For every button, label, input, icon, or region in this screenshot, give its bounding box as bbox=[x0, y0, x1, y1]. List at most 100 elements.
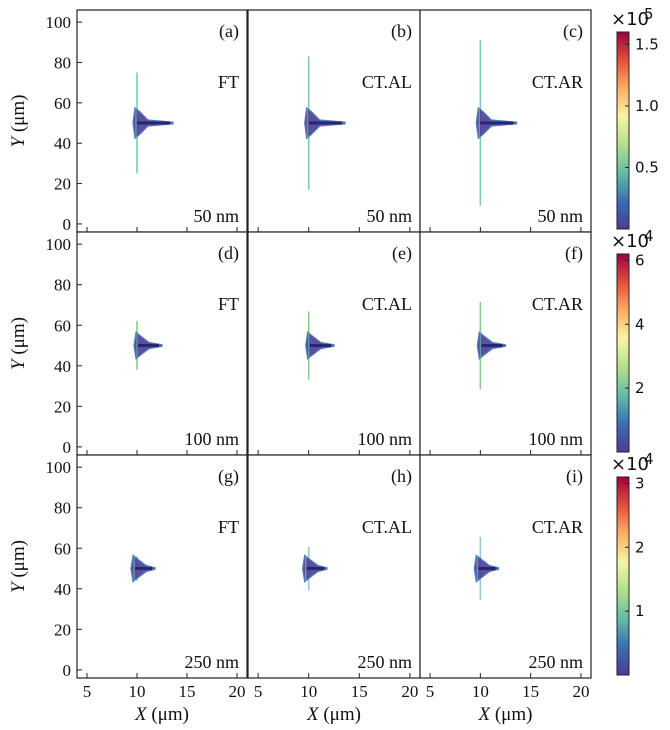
panel-frame bbox=[76, 454, 248, 679]
x-tick-label: 10 bbox=[472, 682, 489, 701]
size-label: 250 nm bbox=[528, 652, 583, 672]
y-axis-var: Y bbox=[8, 357, 29, 370]
x-tick-label: 5 bbox=[83, 682, 92, 701]
y-tick-label: 80 bbox=[54, 53, 71, 72]
panel-id-label: (b) bbox=[391, 21, 412, 42]
x-axis-title: X (μm) bbox=[306, 704, 361, 725]
y-axis-title: Y (μm) bbox=[8, 317, 29, 370]
x-axis-unit: (μm) bbox=[490, 704, 532, 725]
y-tick-label: 40 bbox=[54, 134, 71, 153]
panel-id-label: (h) bbox=[391, 466, 412, 487]
method-label: CT.AL bbox=[362, 72, 412, 92]
method-label: CT.AR bbox=[532, 294, 583, 314]
y-tick-label: 80 bbox=[54, 499, 71, 518]
panel-frame bbox=[247, 454, 421, 679]
colorbar-tick-label: 6 bbox=[635, 251, 645, 269]
panel-e: (e) CT.AL 100 nm bbox=[247, 231, 421, 456]
panel-id-label: (i) bbox=[566, 466, 583, 487]
y-tick-label: 0 bbox=[63, 215, 72, 234]
size-label: 250 nm bbox=[184, 652, 239, 672]
panel-frame bbox=[419, 231, 592, 456]
x-tick-label: 15 bbox=[179, 682, 196, 701]
x-tick-label: 15 bbox=[351, 682, 368, 701]
y-tick-label: 0 bbox=[63, 438, 72, 457]
panel-id-label: (c) bbox=[563, 21, 583, 42]
colorbar-3: ×104 1 2 3 bbox=[611, 450, 654, 676]
x-axis-title: X (μm) bbox=[478, 704, 533, 725]
colorbar-tick-label: 2 bbox=[635, 379, 645, 397]
x-axis-title: X (μm) bbox=[134, 704, 189, 725]
panel-g: 0 20 40 60 80 100 5 10 15 20 (g) FT 250 nm bbox=[46, 454, 248, 701]
y-axis-title: Y (μm) bbox=[8, 95, 29, 148]
y-axis-var: Y bbox=[8, 134, 29, 147]
colorbar-tick-label: 1 bbox=[635, 602, 645, 620]
panel-c: (c) CT.AR 50 nm bbox=[419, 9, 592, 233]
y-axis-unit: (μm) bbox=[8, 95, 29, 137]
y-tick-label: 60 bbox=[54, 94, 71, 113]
panel-f: (f) CT.AR 100 nm bbox=[419, 231, 592, 456]
y-tick-label: 20 bbox=[54, 175, 71, 194]
y-tick-label: 80 bbox=[54, 276, 71, 295]
panel-frame bbox=[247, 231, 421, 456]
x-axis-var: X bbox=[134, 704, 148, 725]
y-tick-label: 20 bbox=[54, 397, 71, 416]
colorbar-gradient bbox=[616, 253, 630, 453]
colorbar-1: ×105 0.5 1.0 1.5 bbox=[611, 5, 659, 230]
panel-id-label: (g) bbox=[218, 466, 239, 487]
panel-id-label: (f) bbox=[565, 243, 583, 264]
method-label: FT bbox=[218, 294, 239, 314]
colorbar-tick-label: 0.5 bbox=[635, 158, 659, 176]
y-axis-title: Y (μm) bbox=[8, 540, 29, 593]
panel-id-label: (d) bbox=[218, 243, 239, 264]
panel-a: 0 20 40 60 80 100 (a) FT 50 nm bbox=[46, 9, 248, 234]
panel-i: 5 10 15 20 (i) CT.AR 250 nm bbox=[419, 454, 592, 701]
method-label: CT.AL bbox=[362, 517, 412, 537]
panel-id-label: (a) bbox=[219, 21, 239, 42]
method-label: FT bbox=[218, 72, 239, 92]
colorbar-tick-label: 3 bbox=[635, 474, 645, 492]
panel-h: 5 10 15 20 (h) CT.AL 250 nm bbox=[247, 454, 421, 701]
y-tick-label: 100 bbox=[46, 13, 72, 32]
x-tick-label: 10 bbox=[129, 682, 146, 701]
panel-d: 0 20 40 60 80 100 (d) FT 100 nm bbox=[46, 231, 248, 457]
size-label: 50 nm bbox=[537, 206, 583, 226]
colorbar-multiplier: ×10 bbox=[611, 231, 649, 252]
method-label: CT.AR bbox=[532, 72, 583, 92]
size-label: 50 nm bbox=[193, 206, 239, 226]
colorbar-tick-label: 2 bbox=[635, 538, 645, 556]
size-label: 100 nm bbox=[357, 429, 412, 449]
colorbar-exponent: 4 bbox=[644, 450, 654, 468]
x-tick-label: 5 bbox=[254, 682, 263, 701]
y-tick-label: 100 bbox=[46, 235, 72, 254]
x-axis-var: X bbox=[306, 704, 320, 725]
y-axis-unit: (μm) bbox=[8, 317, 29, 359]
axis-labels-layer: Y (μm)Y (μm)Y (μm)X (μm) X (μm) X (μm) bbox=[8, 95, 532, 725]
size-label: 100 nm bbox=[184, 429, 239, 449]
size-label: 250 nm bbox=[357, 652, 412, 672]
y-axis-var: Y bbox=[8, 580, 29, 593]
method-label: FT bbox=[218, 517, 239, 537]
y-tick-label: 40 bbox=[54, 580, 71, 599]
colorbar-gradient bbox=[616, 31, 630, 230]
colorbar-tick-label: 4 bbox=[635, 315, 645, 333]
panel-b: (b) CT.AL 50 nm bbox=[247, 9, 421, 233]
size-label: 100 nm bbox=[528, 429, 583, 449]
colorbar-tick-label: 1.5 bbox=[635, 35, 659, 53]
panel-frame bbox=[76, 231, 248, 456]
y-tick-label: 100 bbox=[46, 458, 72, 477]
colorbar-tick-label: 1.0 bbox=[635, 97, 659, 115]
colorbar-exponent: 5 bbox=[644, 5, 654, 23]
panel-id-label: (e) bbox=[392, 243, 412, 264]
colorbar-multiplier: ×10 bbox=[611, 9, 649, 30]
x-tick-label: 15 bbox=[522, 682, 539, 701]
x-tick-label: 10 bbox=[300, 682, 317, 701]
colorbar-exponent: 4 bbox=[644, 227, 654, 245]
x-tick-label: 5 bbox=[426, 682, 435, 701]
x-axis-var: X bbox=[478, 704, 492, 725]
x-axis-unit: (μm) bbox=[319, 704, 361, 725]
x-tick-label: 20 bbox=[401, 682, 418, 701]
